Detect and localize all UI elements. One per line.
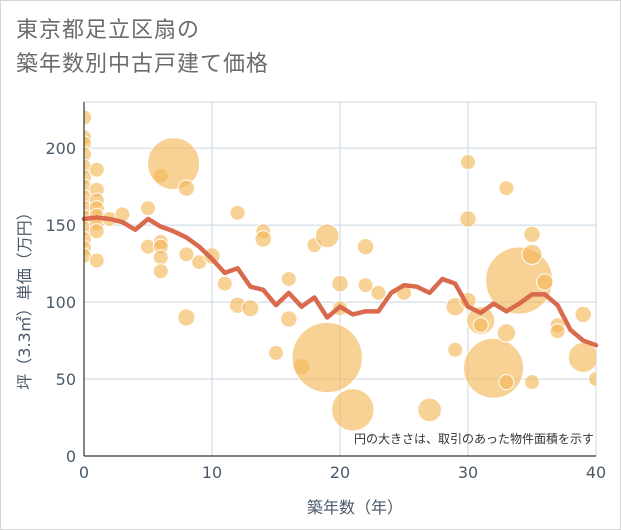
bubble-point (370, 284, 387, 301)
bubble-point (254, 230, 272, 248)
bubble-point (241, 299, 260, 318)
x-tick-label: 10 (202, 463, 222, 482)
y-tick-label: 0 (66, 447, 76, 466)
bubble-point (536, 273, 554, 291)
bubble-point (177, 179, 196, 197)
x-tick-label: 30 (458, 463, 478, 482)
y-axis-label: 坪（3.3㎡）単価（万円） (15, 204, 34, 389)
bubble-point (84, 109, 92, 126)
bubble-point (523, 225, 541, 244)
x-tick-label: 0 (79, 463, 89, 482)
bubble-point (280, 271, 297, 287)
bubble-point (147, 137, 201, 191)
bubble-point (356, 237, 375, 256)
bubble-point (463, 337, 525, 399)
bubble-point (496, 323, 517, 343)
bubble-layer (84, 109, 596, 432)
y-tick-label: 200 (45, 139, 76, 158)
axes-layer: 0 50 100 150 200 0 10 20 30 40 (45, 102, 606, 482)
x-tick-label: 20 (330, 463, 350, 482)
bubble-point (524, 374, 540, 391)
bubble-point (88, 161, 105, 178)
chart-title: 東京都足立区扇の 築年数別中古戸建て価格 (16, 14, 269, 82)
bubble-point (417, 397, 442, 423)
bubble-point (357, 277, 374, 294)
bubble-point (574, 305, 592, 324)
bubble-point (152, 249, 169, 266)
bubble-point (498, 374, 515, 391)
bubble-point (567, 342, 596, 373)
bubble-point (314, 223, 340, 249)
bubble-point (521, 243, 543, 265)
y-tick-label: 150 (45, 216, 76, 235)
bubble-point (88, 252, 105, 269)
bubble-point (549, 323, 566, 340)
x-tick-label: 40 (586, 463, 606, 482)
y-tick-label: 50 (56, 370, 76, 389)
bubble-point (460, 154, 476, 171)
average-price-line (81, 215, 599, 348)
x-axis-label: 築年数（年） (307, 498, 403, 517)
bubble-point (152, 263, 169, 280)
y-tick-label: 100 (45, 293, 76, 312)
bubble-point (459, 210, 477, 228)
bubble-point (140, 200, 156, 217)
bubble-point (216, 275, 233, 292)
bubble-point (268, 344, 284, 361)
bubble-point (88, 223, 105, 240)
chart-title-line-2: 築年数別中古戸建て価格 (16, 52, 270, 77)
bubble-point (331, 388, 375, 432)
bubble-point (331, 274, 349, 293)
trend-line-layer (81, 215, 599, 348)
chart-title-line-1: 東京都足立区扇の (16, 18, 201, 43)
bubble-point (291, 321, 363, 394)
bubble-point (472, 317, 489, 334)
bubble-point (229, 204, 246, 221)
bubble-point (447, 341, 464, 358)
bubble-point (498, 180, 515, 197)
bubble-point (280, 310, 298, 328)
bubble-point (84, 146, 92, 163)
size-annotation: 円の大きさは、取引のあった物件面積を示す (354, 431, 594, 446)
bubble-point (588, 371, 596, 388)
bubble-point (177, 308, 196, 327)
bubble-point (178, 246, 195, 263)
